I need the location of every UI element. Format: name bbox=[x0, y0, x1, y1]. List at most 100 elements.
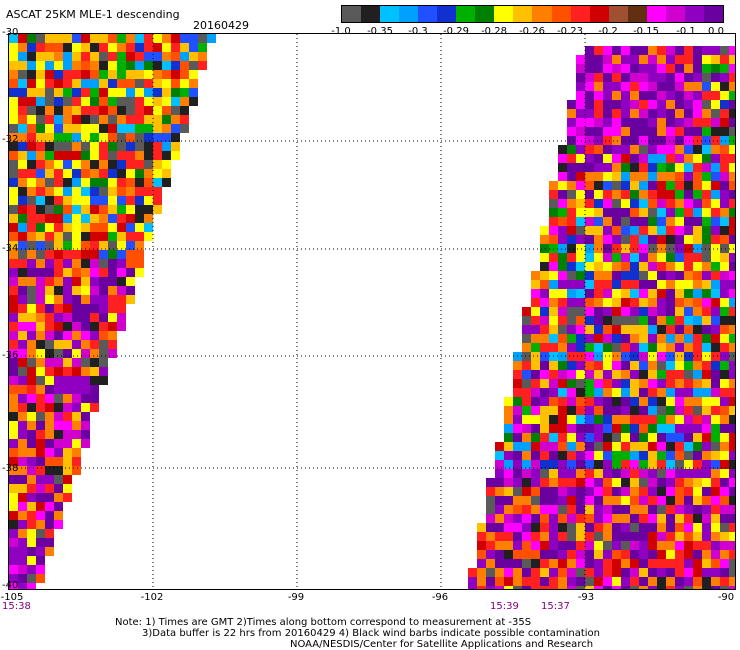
swath-cell bbox=[153, 115, 162, 124]
color-scale-tick: -0.29 bbox=[443, 26, 469, 37]
swath-cell bbox=[594, 478, 603, 487]
swath-cell bbox=[576, 379, 585, 388]
swath-cell bbox=[567, 397, 576, 406]
swath-cell bbox=[702, 154, 711, 163]
swath-cell bbox=[585, 235, 594, 244]
swath-cell bbox=[594, 505, 603, 514]
swath-cell bbox=[657, 424, 666, 433]
swath-cell bbox=[585, 46, 594, 55]
swath-cell bbox=[153, 151, 162, 160]
swath-cell bbox=[81, 304, 90, 313]
swath-cell bbox=[117, 259, 126, 268]
swath-cell bbox=[675, 361, 684, 370]
swath-cell bbox=[729, 163, 735, 172]
swath-cell bbox=[135, 241, 144, 250]
swath-cell bbox=[639, 289, 648, 298]
swath-cell bbox=[45, 214, 54, 223]
swath-cell bbox=[612, 424, 621, 433]
swath-cell bbox=[720, 478, 729, 487]
swath-cell bbox=[702, 487, 711, 496]
swath-cell bbox=[603, 568, 612, 577]
swath-cell bbox=[657, 496, 666, 505]
swath-cell bbox=[567, 217, 576, 226]
swath-cell bbox=[720, 442, 729, 451]
swath-cell bbox=[711, 523, 720, 532]
swath-cell bbox=[90, 295, 99, 304]
swath-cell bbox=[657, 163, 666, 172]
swath-cell bbox=[99, 178, 108, 187]
swath-cell bbox=[576, 532, 585, 541]
swath-cell bbox=[117, 178, 126, 187]
swath-cell bbox=[621, 307, 630, 316]
swath-cell bbox=[657, 127, 666, 136]
swath-cell bbox=[603, 334, 612, 343]
swath-cell bbox=[540, 541, 549, 550]
swath-cell bbox=[720, 541, 729, 550]
swath-cell bbox=[720, 172, 729, 181]
swath-cell bbox=[639, 424, 648, 433]
swath-cell bbox=[594, 586, 603, 589]
swath-cell bbox=[630, 118, 639, 127]
swath-cell bbox=[585, 568, 594, 577]
swath-cell bbox=[621, 343, 630, 352]
swath-cell bbox=[702, 577, 711, 586]
swath-cell bbox=[45, 88, 54, 97]
swath-cell bbox=[135, 142, 144, 151]
swath-cell bbox=[702, 289, 711, 298]
swath-cell bbox=[180, 61, 189, 70]
swath-cell bbox=[99, 151, 108, 160]
swath-cell bbox=[54, 358, 63, 367]
swath-cell bbox=[45, 502, 54, 511]
swath-cell bbox=[621, 442, 630, 451]
swath-cell bbox=[126, 97, 135, 106]
swath-cell bbox=[729, 298, 735, 307]
swath-cell bbox=[720, 505, 729, 514]
swath-cell bbox=[675, 505, 684, 514]
swath-cell bbox=[648, 550, 657, 559]
swath-cell bbox=[9, 493, 18, 502]
swath-cell bbox=[639, 343, 648, 352]
swath-cell bbox=[36, 448, 45, 457]
swath-cell bbox=[9, 277, 18, 286]
swath-cell bbox=[27, 313, 36, 322]
swath-cell bbox=[657, 109, 666, 118]
swath-cell bbox=[567, 154, 576, 163]
swath-cell bbox=[729, 505, 735, 514]
swath-cell bbox=[45, 457, 54, 466]
swath-cell bbox=[99, 367, 108, 376]
swath-cell bbox=[621, 505, 630, 514]
swath-cell bbox=[693, 469, 702, 478]
swath-cell bbox=[648, 217, 657, 226]
swath-cell bbox=[117, 196, 126, 205]
swath-cell bbox=[648, 298, 657, 307]
swath-cell bbox=[486, 478, 495, 487]
swath-cell bbox=[108, 259, 117, 268]
swath-cell bbox=[630, 154, 639, 163]
swath-cell bbox=[522, 415, 531, 424]
swath-cell bbox=[36, 565, 45, 574]
swath-cell bbox=[522, 451, 531, 460]
swath-cell bbox=[45, 412, 54, 421]
swath-cell bbox=[657, 208, 666, 217]
color-scale-segment bbox=[418, 6, 438, 22]
swath-cell bbox=[126, 88, 135, 97]
swath-cell bbox=[36, 142, 45, 151]
swath-cell bbox=[729, 397, 735, 406]
swath-cell bbox=[36, 349, 45, 358]
swath-cell bbox=[648, 64, 657, 73]
swath-cell bbox=[648, 514, 657, 523]
swath-cell bbox=[45, 367, 54, 376]
swath-cell bbox=[576, 55, 585, 64]
swath-cell bbox=[45, 97, 54, 106]
swath-cell bbox=[603, 370, 612, 379]
swath-cell bbox=[144, 115, 153, 124]
swath-cell bbox=[693, 397, 702, 406]
swath-cell bbox=[9, 475, 18, 484]
swath-cell bbox=[27, 511, 36, 520]
swath-cell bbox=[621, 424, 630, 433]
swath-cell bbox=[567, 559, 576, 568]
swath-cell bbox=[720, 379, 729, 388]
swath-cell bbox=[576, 91, 585, 100]
swath-cell bbox=[576, 577, 585, 586]
swath-cell bbox=[594, 397, 603, 406]
